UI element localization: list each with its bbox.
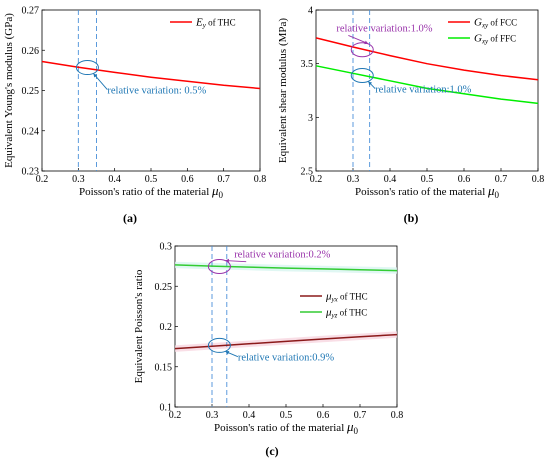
legend-label: Gxy of FCC [474, 17, 517, 30]
x-tick-label: 0.6 [181, 174, 194, 185]
y-tick-label: 0.24 [22, 126, 40, 137]
x-axis-label: Poisson's ratio of the material μ0 [79, 183, 224, 200]
annotation-arrow-line [93, 73, 108, 91]
highlight-ellipse [207, 259, 231, 275]
x-tick-label: 0.4 [243, 410, 256, 421]
annotation-label: relative variation:0.9% [238, 353, 334, 364]
series-line [315, 37, 539, 81]
panel-a: 0.2 0.3 0.4 0.5 0.6 0.7 0.8 0.23 0.24 0.25 0.26 0.2… [3, 6, 266, 226]
panel-c: 0.2 0.3 0.4 0.5 0.6 0.7 0.80.10.150.20.250.3Po… [133, 242, 403, 459]
x-tick-label: 0.6 [458, 174, 471, 185]
y-tick-label: 0.25 [155, 282, 173, 293]
series-line [174, 264, 398, 272]
y-axis-label: Equivalent shear modulus (MPa) [277, 18, 289, 163]
x-tick-label: 0.4 [108, 174, 121, 185]
y-tick-label: 3.5 [301, 59, 314, 70]
x-tick-label: 0.2 [36, 174, 49, 185]
annotation-label: relative variation:0.2% [234, 250, 330, 261]
x-tick-label: 0.7 [354, 410, 367, 421]
legend-label: Gxy of FFC [474, 33, 516, 46]
panel-caption: (a) [123, 211, 137, 225]
x-tick-label: 0.2 [169, 410, 182, 421]
annotation-arrow-head [225, 258, 230, 263]
series-line [174, 333, 398, 350]
panel-b: 0.2 0.3 0.4 0.5 0.6 0.7 0.8 2.5 3 3.5 4 Poisson's r… [277, 6, 544, 226]
x-tick-label: 0.8 [254, 174, 267, 185]
x-tick-label: 0.3 [347, 174, 360, 185]
x-tick-label: 0.7 [495, 174, 508, 185]
x-tick-label: 0.5 [145, 174, 158, 185]
annotation-arrow-line [348, 35, 369, 45]
series-line [315, 65, 539, 105]
y-tick-label: 4 [308, 6, 313, 17]
x-tick-label: 0.3 [206, 410, 219, 421]
legend-label: μyx of THC [325, 291, 368, 304]
highlight-ellipse [350, 67, 374, 83]
y-tick-label: 0.25 [22, 86, 40, 97]
y-tick-label: 0.1 [160, 403, 173, 414]
y-tick-label: 0.23 [22, 167, 40, 178]
x-tick-label: 0.6 [317, 410, 330, 421]
x-tick-label: 0.8 [532, 174, 545, 185]
x-tick-label: 0.4 [384, 174, 397, 185]
annotation-arrow-head [93, 73, 98, 78]
x-tick-label: 0.7 [217, 174, 230, 185]
legend-label: Ey of THC [195, 17, 236, 30]
highlight-ellipse [75, 60, 99, 76]
annotation-arrow-head [368, 81, 373, 86]
panel-caption: (b) [404, 211, 419, 225]
y-tick-label: 2.5 [301, 167, 314, 178]
panel-caption: (c) [265, 444, 278, 458]
highlight-ellipse [207, 337, 231, 353]
x-tick-label: 0.3 [72, 174, 85, 185]
x-axis-label: Poisson's ratio of the material μ0 [355, 183, 500, 200]
annotation-arrow-head [225, 351, 230, 355]
highlight-ellipse [350, 42, 374, 58]
annotation-arrow-head [364, 40, 369, 45]
annotation-label: relative variation:1.0% [336, 23, 432, 34]
legend-label: μyz of THC [325, 307, 367, 320]
x-tick-label: 0.5 [280, 410, 293, 421]
y-tick-label: 0.2 [160, 322, 173, 333]
series-line [41, 60, 261, 90]
y-tick-label: 0.15 [155, 362, 173, 373]
y-tick-label: 0.26 [22, 46, 40, 57]
y-tick-label: 0.27 [22, 6, 40, 17]
y-tick-label: 0.3 [160, 242, 173, 253]
x-tick-label: 0.8 [391, 410, 404, 421]
annotation-label: relative variation:1.0% [375, 85, 471, 96]
y-axis-label: Equivalent Poisson's ratio [133, 269, 145, 383]
y-tick-label: 3 [308, 113, 313, 124]
x-tick-label: 0.5 [421, 174, 434, 185]
x-tick-label: 0.2 [310, 174, 323, 185]
y-axis-label: Equivalent Young's modulus (GPa) [3, 13, 15, 168]
annotation-label: relative variation: 0.5% [107, 86, 206, 97]
x-axis-label: Poisson's ratio of the material μ0 [214, 419, 359, 436]
